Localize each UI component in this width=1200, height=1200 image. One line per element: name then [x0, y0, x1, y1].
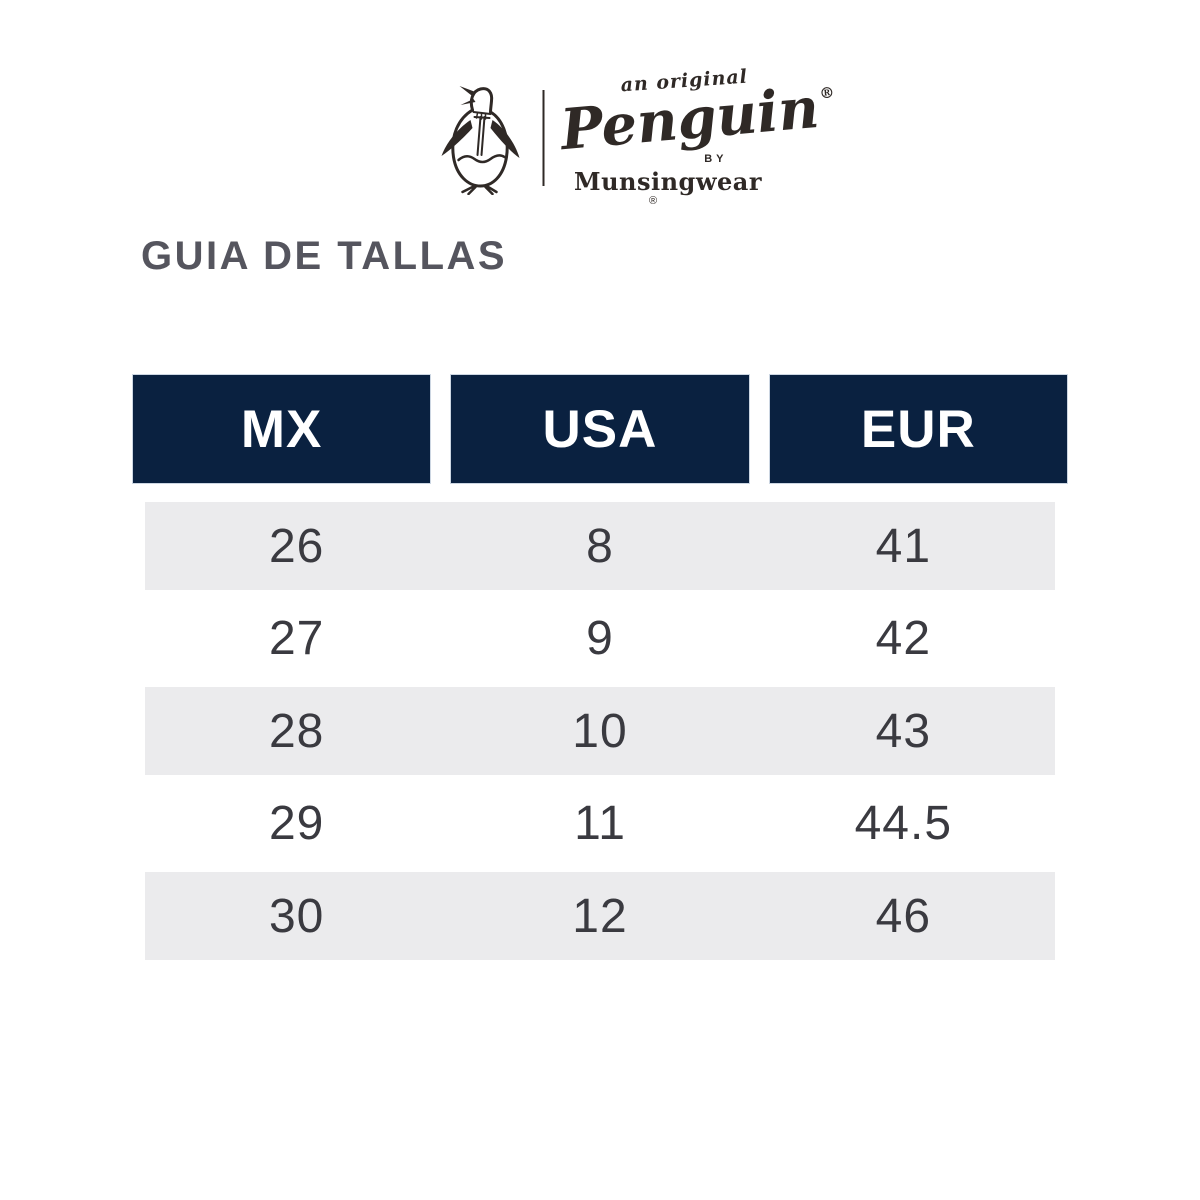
table-row: 28 10 43	[145, 687, 1055, 775]
table-row: 30 12 46	[145, 872, 1055, 960]
penguin-icon	[441, 86, 520, 196]
table-cell: 28	[268, 704, 325, 758]
table-header-cell-usa: USA	[450, 374, 750, 484]
table-header-cell-eur: EUR	[768, 374, 1068, 484]
size-table: MX USA EUR 26 8 41 27 9 42 28 10 43 29 11 44.5 30 12 46	[132, 374, 1068, 960]
brand-logo: an original Penguin® BY Munsingwear ®	[435, 66, 836, 207]
table-cell: 10	[572, 704, 628, 758]
table-cell: 30	[268, 889, 325, 943]
table-cell: 42	[875, 612, 932, 665]
logo-by-label: BY	[704, 152, 728, 165]
logo-brand-name: Penguin®	[557, 74, 836, 164]
table-cell: 8	[586, 519, 614, 573]
table-cell: 41	[875, 519, 932, 573]
table-cell: 44.5	[854, 797, 953, 850]
logo-divider	[542, 90, 545, 187]
size-table-header-row: MX USA EUR	[132, 374, 1068, 484]
table-header-cell-mx: MX	[132, 374, 432, 484]
table-cell: 11	[574, 797, 626, 850]
size-table-body: 26 8 41 27 9 42 28 10 43 29 11 44.5 30 12 46	[145, 502, 1055, 960]
table-cell: 9	[586, 612, 614, 665]
page-title: GUIA DE TALLAS	[141, 234, 508, 278]
table-row: 27 9 42	[145, 590, 1055, 687]
subbrand-registered-mark: ®	[648, 194, 658, 207]
table-cell: 27	[268, 612, 325, 665]
logo-subbrand: Munsingwear	[574, 166, 762, 196]
table-cell: 26	[268, 519, 325, 573]
table-cell: 46	[875, 889, 932, 943]
table-row: 29 11 44.5	[145, 775, 1055, 872]
logo-wordmark: an original Penguin® BY Munsingwear ®	[557, 66, 836, 207]
table-cell: 12	[572, 889, 628, 943]
registered-mark: ®	[818, 83, 836, 103]
table-cell: 43	[875, 704, 932, 758]
table-row: 26 8 41	[145, 502, 1055, 590]
table-cell: 29	[268, 797, 325, 850]
